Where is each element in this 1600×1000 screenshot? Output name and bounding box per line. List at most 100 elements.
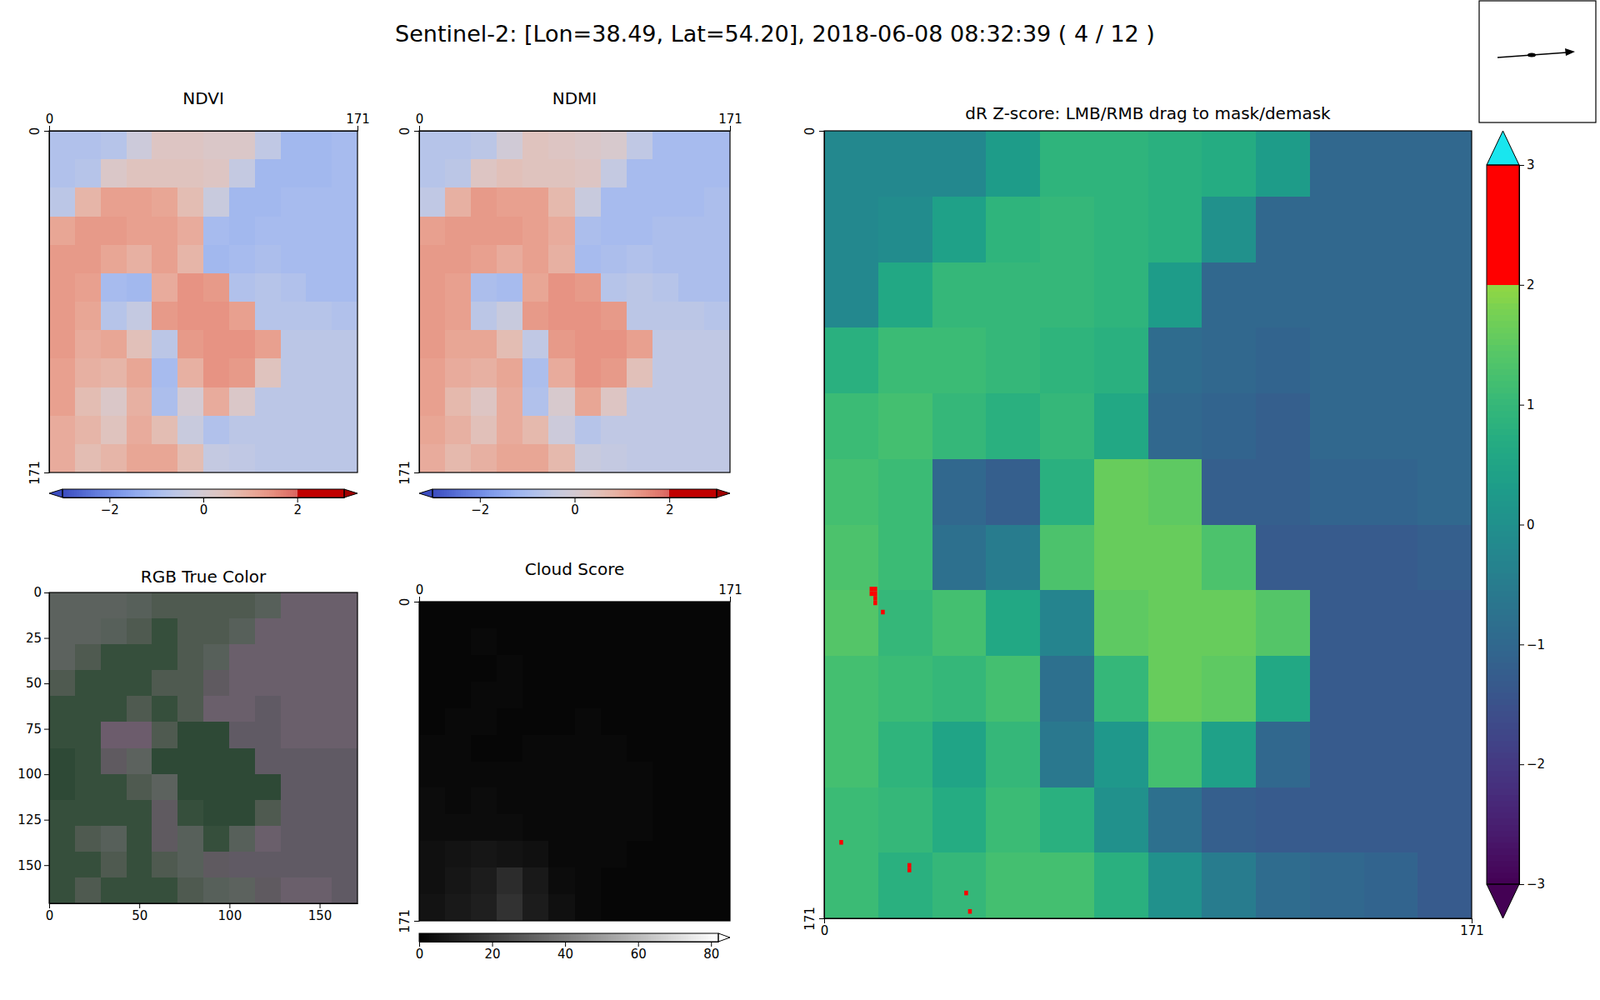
cell [522, 216, 550, 246]
cell [305, 415, 332, 445]
colorbar-swatch [1486, 776, 1520, 784]
cell [678, 216, 705, 246]
colorbar-swatch [526, 933, 530, 942]
x-tick: 171 [1460, 918, 1485, 939]
x-tick-label: 0 [820, 923, 830, 939]
cell [678, 628, 705, 656]
pixel [100, 644, 127, 671]
colorbar-swatch [662, 489, 665, 498]
cell [151, 159, 178, 189]
cell [678, 787, 705, 815]
colorbar-swatch [643, 489, 646, 498]
pixel [229, 721, 255, 749]
colorbar-swatch [1486, 638, 1520, 645]
colorbar-swatch [484, 933, 487, 942]
cell [445, 655, 472, 683]
inset-marker [1527, 53, 1536, 58]
pixel [126, 618, 153, 645]
cell [704, 708, 730, 736]
cell [678, 761, 705, 790]
pixel [49, 748, 75, 775]
colorbar-swatch [1486, 692, 1520, 700]
colorbar-swatch [660, 489, 663, 498]
colorbar-swatch [536, 933, 540, 942]
pixel [151, 695, 178, 723]
colorbar: −202 [419, 489, 730, 518]
x-tick-label: 171 [1460, 923, 1485, 939]
cell [600, 787, 628, 815]
colorbar-swatch [634, 489, 637, 498]
colorbar-swatch [1486, 206, 1520, 214]
pixel [305, 800, 332, 827]
colorbar-tick: −3 [1519, 876, 1545, 892]
cell [1417, 130, 1472, 197]
y-tick-label: 0 [397, 598, 413, 607]
plot-frame [49, 592, 358, 904]
colorbar-swatch [1486, 500, 1520, 508]
cell [496, 681, 524, 710]
y-tick: 0 [802, 127, 825, 136]
cell [445, 273, 472, 303]
masked-pixel [907, 867, 912, 873]
colorbar-swatch [1486, 674, 1520, 681]
cell [824, 787, 879, 854]
pixel [75, 721, 101, 749]
colorbar-swatch [511, 933, 515, 942]
cell [1040, 393, 1095, 460]
cell [600, 330, 628, 360]
colorbar-extend [716, 489, 730, 498]
colorbar-swatch [1486, 716, 1520, 724]
cell [419, 273, 446, 303]
colorbar-swatch [1486, 512, 1520, 520]
y-tick-mark [414, 472, 420, 474]
cell [626, 681, 654, 710]
colorbar-axis: −202 [433, 497, 718, 518]
cell [878, 459, 933, 525]
pixel [75, 851, 101, 879]
colorbar-swatch [429, 933, 432, 942]
cell [1417, 525, 1472, 591]
masked-pixel [880, 610, 885, 615]
colorbar-swatch [569, 933, 572, 942]
cell [932, 196, 987, 263]
cell [496, 415, 524, 445]
cell [419, 735, 446, 763]
pixel [177, 877, 204, 904]
cell [470, 358, 498, 388]
colorbar-swatch [645, 489, 649, 498]
pixel [255, 748, 281, 775]
cell [151, 358, 178, 388]
pixel [305, 618, 332, 645]
colorbar-swatch [600, 489, 604, 498]
colorbar-swatch [534, 933, 537, 942]
colorbar-swatch [683, 489, 686, 498]
colorbar-swatch [623, 933, 626, 942]
cell [932, 327, 987, 394]
cell [126, 216, 153, 246]
colorbar-swatch [650, 489, 653, 498]
cell [470, 867, 498, 895]
cell [985, 393, 1040, 460]
cell [419, 708, 446, 736]
cell [600, 681, 628, 710]
cell [49, 387, 75, 417]
colorbar-tick-label: 3 [1526, 157, 1535, 173]
cell [652, 358, 680, 388]
cell [419, 814, 446, 842]
y-tick-mark [44, 592, 50, 594]
y-tick-label: 171 [397, 909, 413, 934]
cell [445, 814, 472, 842]
pixel [49, 825, 75, 853]
cell [1417, 393, 1472, 460]
cell [280, 273, 307, 303]
cell [575, 708, 602, 736]
cell [878, 590, 933, 656]
cell [522, 387, 550, 417]
colorbar-swatch [1486, 596, 1520, 604]
colorbar-swatch [559, 933, 562, 942]
colorbar-swatch [451, 489, 455, 498]
cell [126, 444, 153, 473]
cell [229, 159, 255, 189]
colorbar-tick: 2 [665, 497, 675, 518]
colorbar-swatch [456, 933, 460, 942]
